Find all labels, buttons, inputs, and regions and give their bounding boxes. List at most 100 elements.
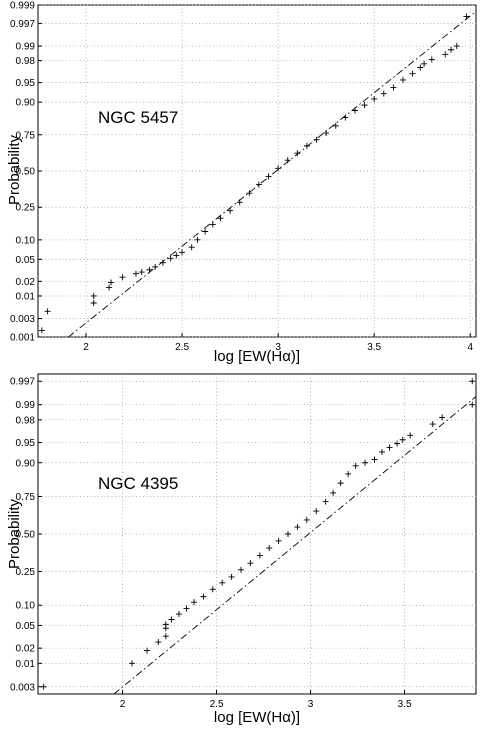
data-point (469, 401, 476, 408)
data-point (44, 308, 51, 315)
data-point (442, 51, 449, 58)
data-point (399, 436, 406, 443)
data-point (152, 263, 159, 270)
data-point (200, 593, 207, 600)
data-point (106, 284, 113, 291)
data-point (132, 270, 139, 277)
data-point (361, 102, 368, 109)
panel-ngc5457: 2 2.5 3 3.5 4 0.001 0.003 0.01 0.02 0.05 0.10 0.25… (6, 1, 477, 365)
y-tick-label: 0.50 (16, 530, 36, 541)
data-point (146, 266, 153, 273)
data-point (294, 150, 301, 157)
data-point (313, 508, 320, 515)
data-point (351, 107, 358, 114)
data-points (40, 378, 476, 690)
y-tick-label: 0.25 (16, 203, 36, 214)
data-point (275, 165, 282, 172)
y-tick-label: 0.01 (16, 659, 36, 670)
y-tick-label: 0.25 (16, 567, 36, 578)
y-tick-label: 0.003 (10, 682, 35, 693)
data-point (303, 516, 310, 523)
x-tick-label: 2 (120, 699, 126, 710)
data-point (119, 274, 126, 281)
data-point (417, 64, 424, 71)
data-point (322, 498, 329, 505)
data-point (162, 633, 169, 640)
data-point (155, 639, 162, 646)
data-point (266, 545, 273, 552)
y-tick-label: 0.997 (10, 19, 35, 30)
y-tick-label: 0.02 (16, 277, 36, 288)
data-point (247, 560, 254, 567)
y-tick-label: 0.90 (16, 98, 36, 109)
data-point (303, 142, 310, 149)
y-tick-label: 0.02 (16, 644, 36, 655)
plot-frame (37, 4, 477, 338)
data-point (38, 327, 45, 334)
data-point (275, 537, 282, 544)
y-tick-label: 0.999 (10, 1, 35, 12)
data-point (255, 181, 262, 188)
data-point (108, 279, 114, 286)
y-tick-label: 0.99 (16, 42, 36, 53)
data-point (439, 414, 446, 421)
data-point (400, 76, 406, 83)
x-axis-label: log [EW(Hα)] (214, 709, 300, 726)
data-point (284, 157, 291, 164)
data-point (371, 95, 378, 102)
x-tick-label: 2.5 (210, 699, 224, 710)
data-point (144, 647, 151, 654)
grid-lines (38, 4, 476, 338)
data-point (330, 489, 337, 496)
data-point (179, 249, 186, 256)
data-point (345, 470, 352, 477)
x-tick-label: 4 (467, 342, 473, 353)
data-point (219, 579, 226, 586)
y-tick-label: 0.95 (16, 438, 36, 449)
dataset-annotation: NGC 4395 (98, 474, 178, 493)
y-tick-label: 0.50 (16, 167, 36, 178)
data-point (453, 43, 460, 50)
plot-frame (37, 373, 477, 695)
data-point (227, 207, 234, 214)
data-point (128, 660, 135, 667)
data-point (362, 459, 369, 466)
x-tick-labels: 2 2.5 3 3.5 4 (83, 342, 473, 353)
data-point (40, 683, 47, 690)
data-point (238, 566, 245, 573)
data-point (379, 448, 386, 455)
y-tick-labels: 0.001 0.003 0.01 0.02 0.05 0.10 0.25 0.50 0.75 0.… (10, 1, 35, 344)
data-point (429, 421, 436, 428)
x-tick-label: 3 (275, 342, 281, 353)
y-tick-label: 0.98 (16, 415, 36, 426)
data-point (448, 46, 455, 53)
y-tick-label: 0.997 (10, 377, 35, 388)
x-tick-label: 2 (83, 342, 89, 353)
data-point (191, 599, 198, 606)
data-point (390, 84, 397, 91)
x-tick-label: 3.5 (398, 699, 412, 710)
x-axis-label: log [EW(Hα)] (214, 348, 300, 365)
y-tick-label: 0.001 (10, 333, 35, 344)
y-tick-label: 0.75 (16, 492, 36, 503)
data-point (265, 173, 272, 180)
panel-ngc4395: 2 2.5 3 3.5 0.0030.010.020.050.100.250.500.… (6, 373, 477, 726)
y-tick-label: 0.05 (16, 621, 36, 632)
y-tick-label: 0.01 (16, 291, 36, 302)
data-point (90, 292, 97, 299)
data-point (168, 616, 175, 623)
x-tick-label: 3 (308, 699, 314, 710)
x-tick-label: 2.5 (175, 342, 189, 353)
data-point (342, 114, 349, 121)
data-point (175, 611, 182, 618)
data-points (38, 13, 470, 334)
data-point (407, 432, 414, 439)
normal-reference-line (68, 11, 477, 338)
y-tick-label: 0.05 (16, 255, 36, 266)
data-point (294, 524, 301, 531)
y-axis-label: Probability (6, 498, 23, 569)
grid-lines (38, 374, 476, 694)
data-point (463, 13, 470, 20)
data-point (386, 444, 393, 451)
